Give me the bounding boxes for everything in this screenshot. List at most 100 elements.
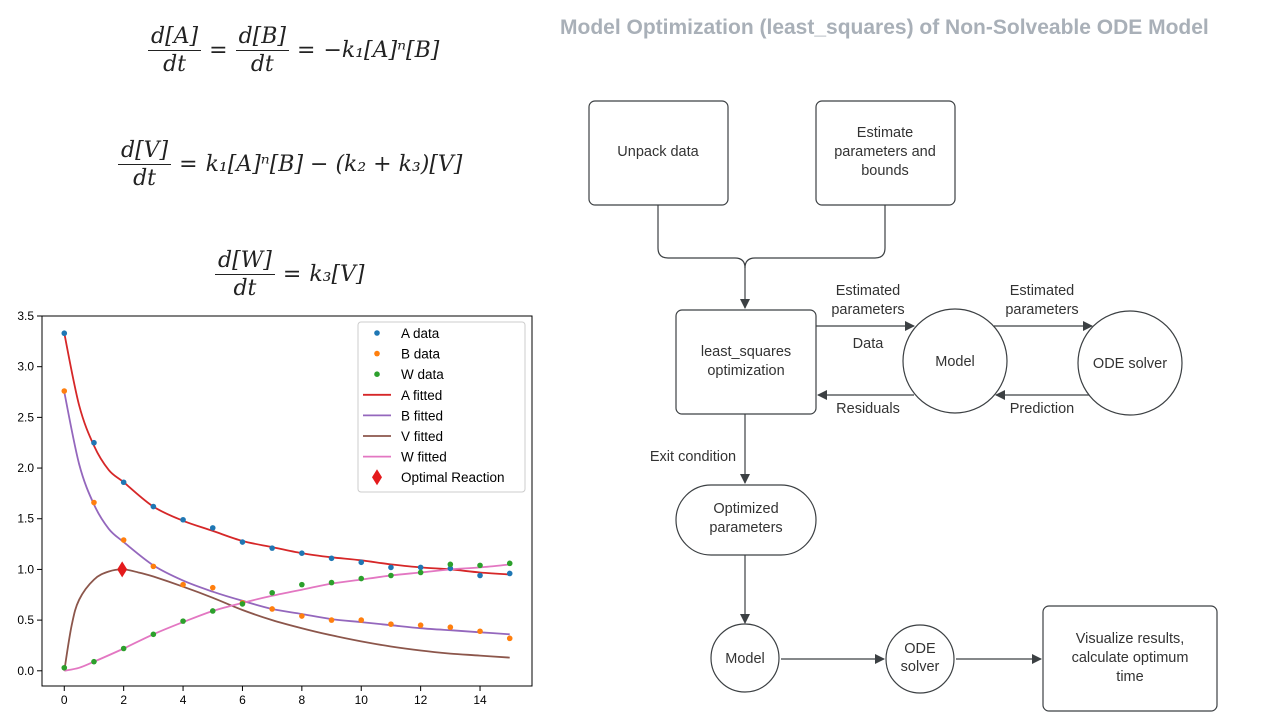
chart-svg: 0 2 4 6 8 10 12 14 0.0 0.5 1.0 1.5 2.0 2.5 3.0 3.5 A dat… [17,309,533,707]
data-point-a-data [358,559,365,566]
data-point-w-data [91,658,97,665]
series-line-b-fitted [63,391,510,636]
data-point-b-data [447,624,454,631]
label-estimated-params-2a: Estimated [1010,283,1074,299]
label-ode-solver-2b: solver [901,659,940,675]
node-visualize-results [1042,605,1218,712]
label-unpack: Unpack data [617,144,699,160]
node-model [902,308,1008,414]
data-point-w-data [180,618,186,624]
data-point-w-data [506,560,513,567]
data-point-b-data [358,617,365,623]
data-point-a-data [120,479,127,486]
equation-v: d[V] dt = k₁[A]ⁿ[B] − (k₂ + k₃)[V] [118,138,462,191]
data-point-w-data [477,562,483,569]
y-tick-label: 3.5 [17,309,34,323]
data-point-a-data [328,555,335,562]
label-estimated-params-2b: parameters [1005,302,1078,318]
data-point-w-data [447,561,454,568]
label-least-squares-2: optimization [707,363,784,379]
data-point-a-data [91,439,97,446]
frac-num: d[V] [118,138,172,165]
x-tick-label: 10 [355,693,369,707]
node-unpack-data [588,100,729,206]
node-ode-solver [1077,310,1183,416]
data-point-b-data [91,499,97,506]
frac-den: dt [163,52,187,77]
flowchart-title: Model Optimization (least_squares) of No… [560,16,1209,39]
legend-label: A fitted [401,388,442,403]
data-point-a-data [477,572,483,579]
concentration-chart: 0 2 4 6 8 10 12 14 0.0 0.5 1.0 1.5 2.0 2.5 3.0 3.5 A dat… [0,306,540,720]
data-point-b-data [120,537,127,543]
data-point-b-data [269,606,275,612]
data-point-a-data [417,564,424,571]
flowchart-svg: Unpack data Estimate parameters and boun… [588,100,1218,712]
data-point-b-data [417,622,424,628]
data-point-w-data [269,589,275,596]
y-tick-label: 3.0 [17,360,34,374]
equation-rhs: −k₁[A]ⁿ[B] [323,38,440,63]
data-point-a-data [180,516,186,523]
x-tick-label: 0 [61,693,68,707]
x-tick-label: 4 [180,693,187,707]
label-least-squares-1: least_squares [701,344,791,360]
label-visualize-3: time [1116,669,1143,685]
data-point-a-data [61,330,68,337]
data-point-w-data [61,664,68,671]
label-estimated-params-1b: parameters [831,302,904,318]
data-point-a-data [269,545,275,551]
label-estimate-3: bounds [861,163,909,179]
data-point-b-data [180,581,186,588]
data-point-w-data [417,569,424,576]
connector-unpack [657,205,750,309]
label-visualize-2: calculate optimum [1072,650,1189,666]
data-point-b-data [61,388,68,394]
equation-rhs: k₃[V] [309,262,365,287]
equation-rhs: k₁[A]ⁿ[B] − (k₂ + k₃)[V] [205,152,463,177]
plot-frame [41,315,533,687]
frac-num: d[W] [215,248,275,275]
fraction-dv-dt: d[V] dt [118,138,172,191]
label-visualize-1: Visualize results, [1076,631,1185,647]
label-residuals: Residuals [836,401,900,417]
connector-estimate [744,205,886,269]
y-tick-label: 2.0 [17,461,34,475]
fraction-da-dt: d[A] dt [148,24,202,77]
legend-marker [374,350,380,357]
legend-label: A data [401,326,440,341]
x-tick-label: 8 [299,693,306,707]
frac-den: dt [250,52,274,77]
y-tick-label: 1.0 [17,562,34,576]
legend-label: W data [401,367,444,382]
x-tick-label: 2 [120,693,127,707]
label-estimate-2: parameters and [834,144,936,160]
label-exit-condition: Exit condition [650,449,736,465]
data-point-b-data [299,613,305,619]
fraction-db-dt: d[B] dt [235,24,289,77]
data-point-a-data [506,570,513,577]
label-data: Data [853,336,885,352]
y-tick-label: 2.5 [17,410,34,424]
legend-marker [374,330,380,336]
data-point-a-data [239,539,246,545]
data-point-b-data [328,617,335,623]
frac-den: dt [233,276,257,301]
node-least-squares [675,309,817,415]
legend-marker [374,371,380,377]
legend-marker [372,469,382,486]
data-point-w-data [358,575,365,582]
optimal-reaction-marker [117,561,128,578]
data-point-a-data [150,503,157,510]
node-estimate-parameters [815,100,956,206]
legend-label: Optimal Reaction [401,470,505,485]
label-optimized-2: parameters [709,520,782,536]
data-point-b-data [150,563,157,570]
data-point-w-data [328,579,335,586]
data-point-w-data [209,608,216,614]
data-point-w-data [239,601,246,607]
data-point-b-data [477,628,483,635]
label-optimized-1: Optimized [713,501,778,517]
label-prediction: Prediction [1010,401,1074,417]
data-point-w-data [299,581,305,588]
